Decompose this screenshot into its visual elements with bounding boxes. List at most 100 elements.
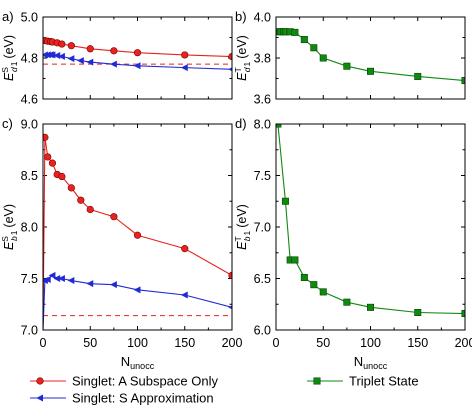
y-tick-label: 7.0	[21, 324, 38, 338]
data-point	[58, 52, 65, 60]
y-label-main: E	[235, 241, 249, 250]
y-tick-label: 8.5	[21, 169, 38, 183]
y-tick-label: 8.0	[254, 118, 271, 132]
data-point	[58, 40, 66, 48]
x-tick-label: 50	[316, 336, 330, 350]
x-tick-label: 0	[40, 336, 47, 350]
y-axis-label: ETd1 (eV)	[233, 35, 252, 81]
legend-label: Singlet: S Approximation	[72, 391, 214, 406]
panel-label: d)	[235, 116, 247, 131]
y-axis-label: ETb1 (eV)	[233, 204, 252, 250]
x-tick-label: 150	[174, 336, 195, 350]
y-tick-label: 4.6	[21, 93, 38, 107]
y-label-main: E	[2, 241, 16, 250]
data-point	[43, 276, 51, 284]
data-point	[343, 62, 351, 70]
y-label-main: E	[235, 72, 249, 81]
data-point	[310, 44, 318, 52]
data-point	[180, 64, 188, 72]
axes-frame	[42, 123, 233, 331]
y-label-main: E	[2, 72, 16, 81]
data-point	[133, 49, 142, 57]
series-circle	[43, 36, 232, 61]
y-label-unit: (eV)	[2, 204, 16, 228]
data-point	[291, 256, 299, 264]
data-point	[43, 133, 49, 141]
y-tick-label: 4.8	[21, 52, 38, 66]
panel-label: c)	[2, 116, 13, 131]
y-label-sup: S	[0, 67, 10, 73]
series-circle	[43, 133, 232, 330]
y-tick-label: 3.6	[254, 93, 271, 107]
y-label-unit: (eV)	[235, 204, 249, 228]
y-label-sub: b	[242, 236, 252, 241]
y-tick-label: 4.0	[254, 11, 271, 25]
data-point	[67, 55, 75, 63]
series-line	[43, 274, 232, 330]
data-point	[53, 52, 61, 60]
y-tick-label: 3.8	[254, 52, 271, 66]
y-tick-label: 6.5	[254, 272, 271, 286]
y-tick-label: 7.5	[254, 169, 271, 183]
data-point	[228, 305, 232, 310]
y-label-unit: (eV)	[2, 35, 16, 59]
panel-a: 4.6 4.8 5.0 a) ESd1 (eV)	[0, 9, 233, 107]
data-point	[319, 54, 327, 62]
data-point	[48, 271, 56, 279]
data-point	[77, 57, 84, 65]
legend-item: Singlet: A Subspace Only	[30, 374, 218, 389]
data-point	[366, 67, 374, 75]
data-point	[414, 72, 422, 80]
legend-label: Singlet: A Subspace Only	[72, 374, 218, 389]
data-point	[343, 298, 351, 306]
series-square	[276, 124, 465, 318]
y-label-sup: S	[0, 236, 10, 242]
data-point	[310, 281, 318, 289]
data-point	[77, 196, 85, 204]
legend-item: Singlet: S Approximation	[30, 391, 214, 406]
panel-label: b)	[235, 9, 247, 24]
axes-frame	[275, 16, 466, 100]
x-label-main: N	[121, 354, 130, 369]
x-label-sub: unocc	[363, 361, 388, 371]
series-line	[277, 124, 465, 315]
y-tick-label: 7.5	[21, 272, 38, 286]
y-label-sub: d	[242, 67, 252, 72]
y-tick-label: 8.0	[21, 221, 38, 235]
data-point	[44, 153, 52, 161]
x-tick-label: 150	[407, 336, 428, 350]
legend-marker	[36, 394, 43, 402]
data-point	[319, 288, 327, 296]
axes-frame	[42, 16, 233, 100]
y-label-sub2: 1	[242, 62, 252, 67]
axes-frame	[275, 123, 466, 331]
y-label-unit: (eV)	[235, 35, 249, 59]
legend-marker	[36, 377, 44, 385]
data-point	[133, 62, 141, 70]
data-point	[133, 231, 142, 239]
x-label-main: N	[354, 354, 363, 369]
panel-b: 3.6 3.8 4.0 b) ETd1 (eV)	[233, 9, 466, 107]
series-square	[276, 28, 465, 85]
data-point	[53, 275, 61, 282]
data-point	[86, 205, 94, 214]
data-point	[67, 184, 75, 192]
x-tick-label: 0	[273, 336, 280, 350]
data-point	[291, 28, 299, 36]
y-label-sup: T	[233, 67, 243, 72]
data-point	[110, 47, 118, 55]
x-tick-label: 50	[83, 336, 97, 350]
legend: Singlet: A Subspace Only Singlet: S Appro…	[30, 374, 419, 406]
data-point	[58, 275, 65, 282]
series-triangle-left	[43, 271, 232, 330]
y-label-sub: d	[9, 67, 19, 72]
panel-c: 7.0 7.5 8.0 8.5 9.0 0 50 100 150 200 c) ESb1 (eV) Nun…	[0, 116, 242, 371]
data-point	[300, 36, 308, 44]
panel-label: a)	[2, 9, 14, 24]
data-point	[133, 286, 141, 294]
x-label-sub: unocc	[130, 361, 155, 371]
legend-label: Triplet State	[349, 374, 419, 389]
data-point	[110, 281, 117, 289]
panel-d: 6.0 6.5 7.0 7.5 8.0 0 50 100 150 200 d) ETb1 (eV) Nun…	[233, 116, 472, 371]
